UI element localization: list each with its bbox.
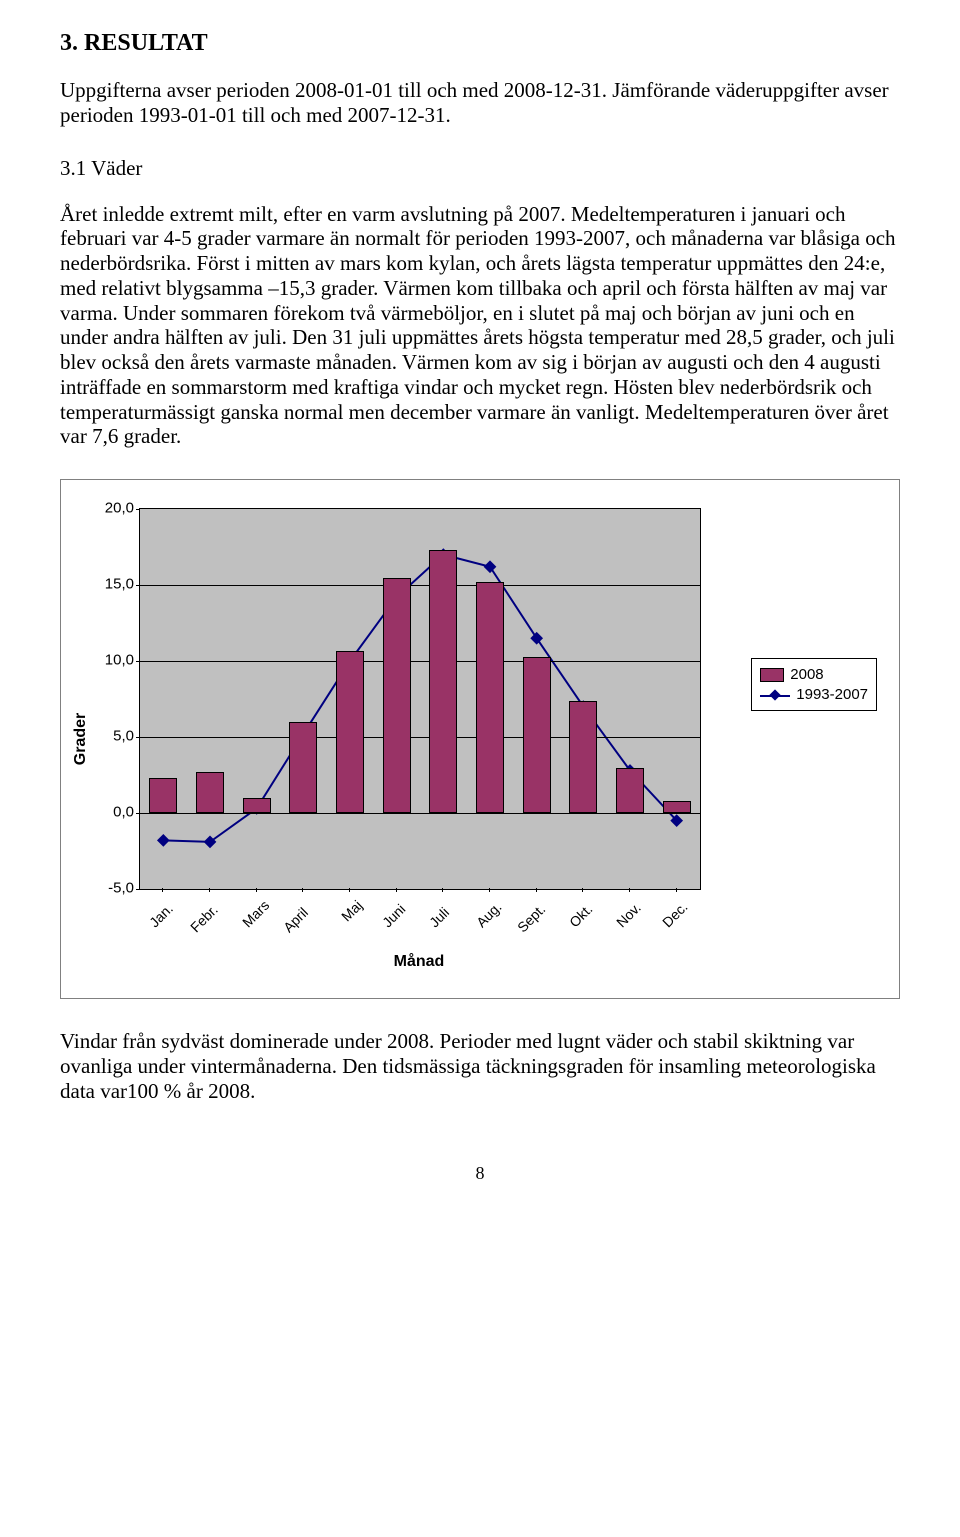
legend-item-1993-2007: 1993-2007: [760, 686, 868, 703]
gridline: [140, 813, 700, 814]
plot-area: [139, 508, 701, 890]
x-tick-label: Febr.: [187, 902, 221, 936]
gridline: [140, 661, 700, 662]
line-marker: [484, 561, 497, 574]
bar: [383, 578, 411, 814]
subsection-heading: 3.1 Väder: [60, 156, 900, 181]
x-tick-label: April: [280, 904, 311, 935]
gridline: [140, 585, 700, 586]
page-number: 8: [60, 1163, 900, 1184]
x-tick-label: Mars: [239, 897, 272, 930]
y-tick-label: -5,0: [84, 880, 134, 897]
x-tick-labels: Jan. Febr. Mars April Maj Juni Juli Aug. Sept. Ok…: [139, 890, 699, 950]
line-marker: [157, 834, 170, 847]
bar: [149, 778, 177, 813]
legend-item-2008: 2008: [760, 666, 868, 683]
x-tick-label: Sept.: [514, 901, 548, 935]
legend-line-swatch: [760, 689, 790, 701]
bar: [476, 582, 504, 813]
bar: [569, 701, 597, 813]
x-tick-label: Jan.: [146, 900, 176, 930]
bar: [196, 772, 224, 813]
line-marker: [530, 632, 543, 645]
bar: [523, 657, 551, 814]
x-tick-label: Dec.: [659, 898, 691, 930]
x-tick-label: Nov.: [613, 899, 644, 930]
chart-legend: 2008 1993-2007: [751, 658, 877, 711]
legend-bar-label: 2008: [790, 666, 823, 683]
y-tick-label: 10,0: [84, 652, 134, 669]
line-series: [163, 555, 676, 842]
y-tick-label: 15,0: [84, 576, 134, 593]
bar: [429, 550, 457, 813]
temperature-chart: Grader -5,00,05,010,015,020,0 Jan.Febr.M…: [60, 479, 900, 999]
x-tick-label: Juli: [426, 904, 452, 930]
x-tick-label: Aug.: [473, 898, 505, 930]
body-paragraph: Året inledde extremt milt, efter en varm…: [60, 202, 900, 450]
bar: [663, 801, 691, 813]
x-axis-label: Månad: [139, 953, 699, 971]
legend-bar-swatch: [760, 668, 784, 682]
x-tick-label: Maj: [338, 897, 365, 924]
x-tick-label: Okt.: [566, 900, 595, 929]
y-tick-label: 20,0: [84, 500, 134, 517]
y-tick-label: 0,0: [84, 804, 134, 821]
x-tick-label: Juni: [379, 900, 408, 929]
legend-line-label: 1993-2007: [796, 686, 868, 703]
section-heading: 3. RESULTAT: [60, 30, 900, 57]
bar: [289, 722, 317, 813]
y-tick-label: 5,0: [84, 728, 134, 745]
intro-paragraph: Uppgifterna avser perioden 2008-01-01 ti…: [60, 78, 900, 128]
bar: [336, 651, 364, 814]
line-series-svg: [140, 509, 700, 889]
footer-paragraph: Vindar från sydväst dominerade under 200…: [60, 1029, 900, 1103]
line-marker: [204, 836, 217, 849]
bar: [243, 798, 271, 813]
gridline: [140, 737, 700, 738]
bar: [616, 768, 644, 814]
